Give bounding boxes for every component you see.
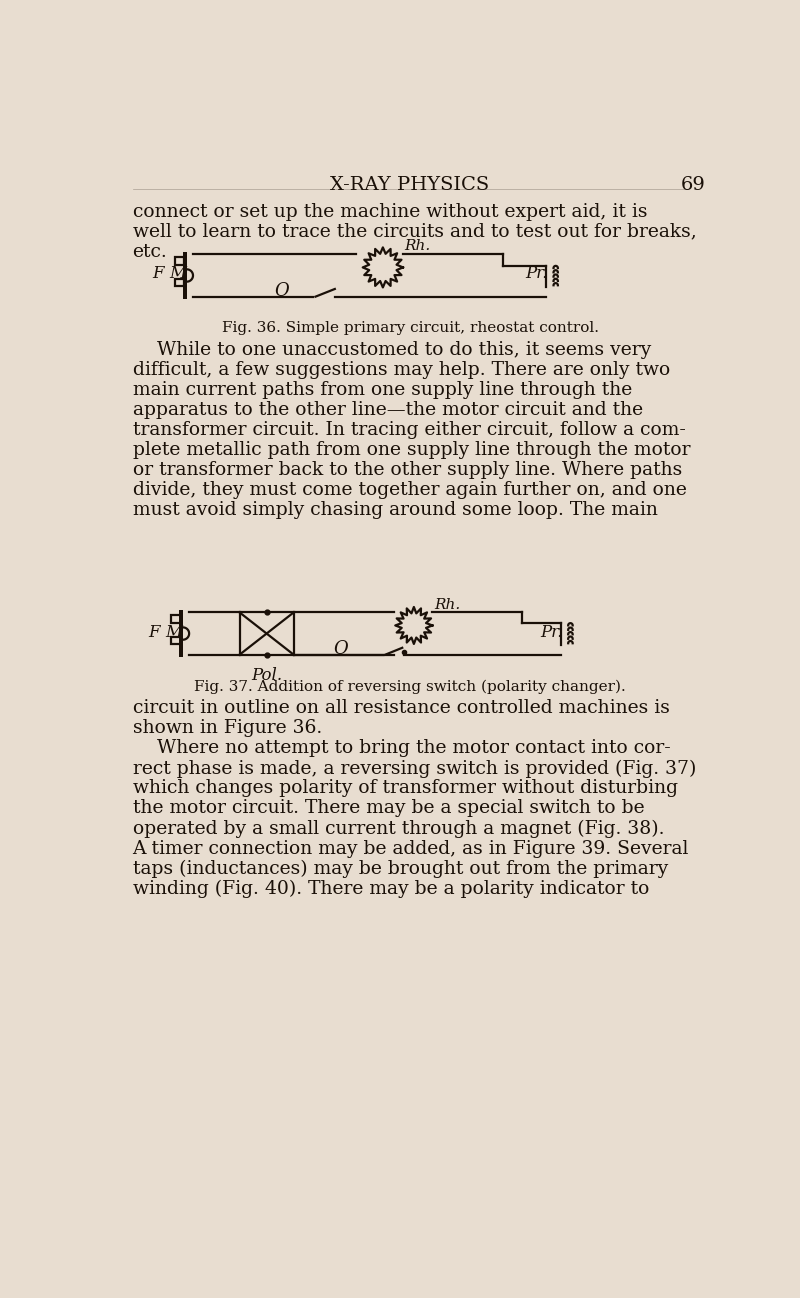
Text: winding (Fig. 40). There may be a polarity indicator to: winding (Fig. 40). There may be a polari… [133,880,649,898]
Text: O: O [333,640,348,658]
Text: transformer circuit. In tracing either circuit, follow a com-: transformer circuit. In tracing either c… [133,422,686,440]
Text: well to learn to trace the circuits and to test out for breaks,: well to learn to trace the circuits and … [133,223,696,240]
Text: plete metallic path from one supply line through the motor: plete metallic path from one supply line… [133,441,690,459]
Text: F: F [152,266,164,283]
Text: rect phase is made, a reversing switch is provided (Fig. 37): rect phase is made, a reversing switch i… [133,759,696,778]
Text: Fig. 37. Addition of reversing switch (polarity changer).: Fig. 37. Addition of reversing switch (p… [194,679,626,693]
FancyBboxPatch shape [171,615,181,623]
Text: M: M [165,623,182,640]
Text: must avoid simply chasing around some loop. The main: must avoid simply chasing around some lo… [133,501,658,519]
FancyBboxPatch shape [171,636,181,644]
Text: Pol.: Pol. [251,667,282,684]
Text: Pr.: Pr. [541,623,563,640]
Text: main current paths from one supply line through the: main current paths from one supply line … [133,382,632,400]
Text: While to one unaccustomed to do this, it seems very: While to one unaccustomed to do this, it… [133,341,651,360]
Text: circuit in outline on all resistance controlled machines is: circuit in outline on all resistance con… [133,700,670,718]
FancyBboxPatch shape [175,257,185,265]
Text: shown in Figure 36.: shown in Figure 36. [133,719,322,737]
FancyBboxPatch shape [239,613,294,654]
Text: M: M [169,266,186,283]
Text: O: O [274,282,290,300]
Text: connect or set up the machine without expert aid, it is: connect or set up the machine without ex… [133,202,647,221]
Text: which changes polarity of transformer without disturbing: which changes polarity of transformer wi… [133,780,678,797]
Text: Rh.: Rh. [405,239,431,253]
Text: 69: 69 [682,175,706,193]
Text: operated by a small current through a magnet (Fig. 38).: operated by a small current through a ma… [133,819,664,837]
Text: A timer connection may be added, as in Figure 39. Several: A timer connection may be added, as in F… [133,840,689,858]
Text: etc.: etc. [133,243,167,261]
Text: apparatus to the other line—the motor circuit and the: apparatus to the other line—the motor ci… [133,401,642,419]
Text: taps (inductances) may be brought out from the primary: taps (inductances) may be brought out fr… [133,859,668,877]
Text: Where no attempt to bring the motor contact into cor-: Where no attempt to bring the motor cont… [133,740,670,758]
Text: F: F [149,623,160,640]
Text: Pr.: Pr. [525,266,547,283]
Text: Fig. 36. Simple primary circuit, rheostat control.: Fig. 36. Simple primary circuit, rheosta… [222,322,598,335]
Text: divide, they must come together again further on, and one: divide, they must come together again fu… [133,482,686,500]
FancyBboxPatch shape [175,279,185,287]
Text: the motor circuit. There may be a special switch to be: the motor circuit. There may be a specia… [133,800,644,818]
Text: difficult, a few suggestions may help. There are only two: difficult, a few suggestions may help. T… [133,361,670,379]
Text: Rh.: Rh. [434,598,460,613]
Text: or transformer back to the other supply line. Where paths: or transformer back to the other supply … [133,462,682,479]
Text: X-RAY PHYSICS: X-RAY PHYSICS [330,175,490,193]
